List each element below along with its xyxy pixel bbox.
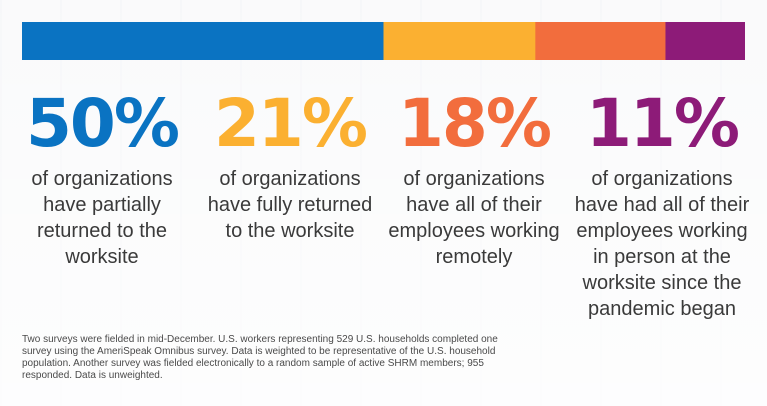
stat-all-remote: 18% of organizations have all of their e… [386, 86, 562, 270]
stat-percentage: 21% [214, 85, 368, 162]
stat-all-in-person: 11% of organizations have had all of the… [574, 86, 750, 322]
stat-description: of organizations have partially returned… [31, 168, 173, 268]
stat-percentage: 50% [26, 85, 180, 162]
stat-description: of organizations have had all of their e… [574, 168, 750, 320]
bar-segment-3 [535, 22, 666, 60]
stat-partially-returned: 50% of organizations have partially retu… [14, 86, 190, 270]
stacked-bar-svg [22, 22, 745, 60]
stat-percentage: 18% [398, 85, 552, 162]
stat-description: of organizations have all of their emplo… [388, 168, 560, 268]
bar-segment-4 [665, 22, 745, 60]
stat-description: of organizations have fully returned to … [207, 168, 373, 242]
stat-fully-returned: 21% of organizations have fully returned… [202, 86, 378, 244]
stat-percentage: 11% [586, 85, 740, 162]
stacked-percentage-bar [22, 22, 745, 60]
bar-segment-1 [22, 22, 384, 60]
stats-row: 50% of organizations have partially retu… [14, 86, 754, 396]
bar-segment-2 [383, 22, 536, 60]
survey-footnote: Two surveys were fielded in mid-December… [22, 334, 498, 381]
